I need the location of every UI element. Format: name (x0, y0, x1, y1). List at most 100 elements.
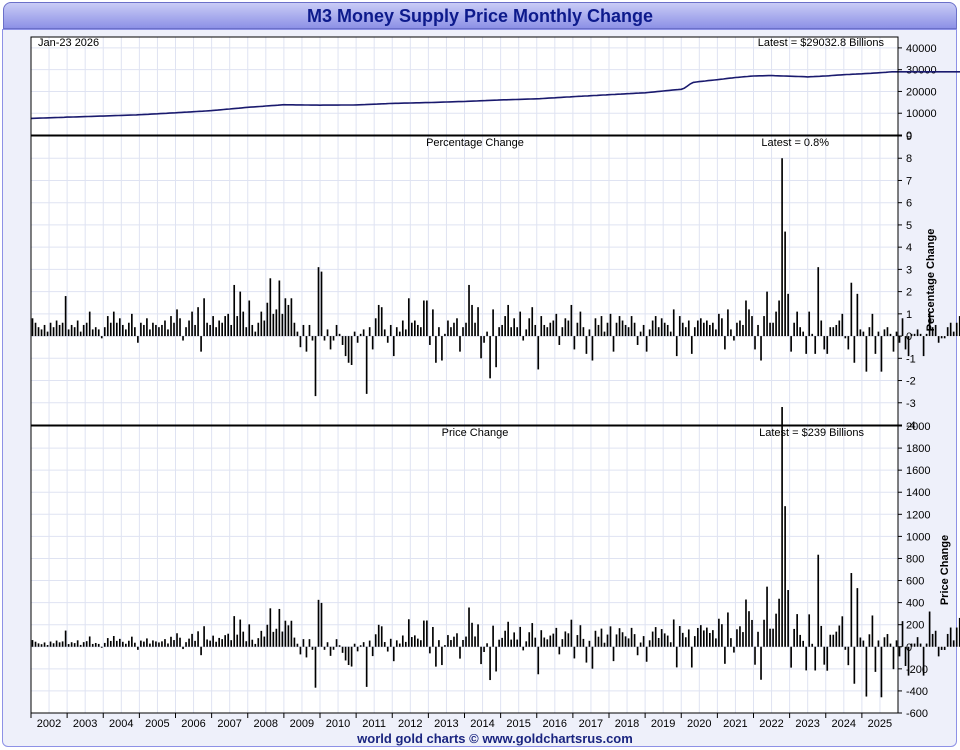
percentage-bar (781, 158, 783, 337)
price-bar (287, 625, 290, 647)
price-bar (534, 637, 537, 647)
percentage-bar (498, 327, 500, 337)
x-tick-label: 2008 (254, 718, 278, 730)
price-bar (549, 635, 552, 647)
percentage-bar (639, 331, 642, 337)
percentage-bar (495, 336, 497, 368)
percentage-bar (314, 336, 317, 397)
price-bar (730, 638, 732, 647)
price-bar (233, 616, 236, 647)
percentage-bar (302, 324, 305, 337)
percentage-bar (654, 316, 657, 337)
price-bar (615, 634, 618, 647)
percentage-bar (305, 336, 308, 352)
percentage-bar (883, 329, 886, 337)
percentage-bar (820, 320, 823, 337)
percentage-bar (465, 322, 467, 337)
price-bar (191, 633, 193, 647)
price-bar (323, 646, 326, 650)
price-bar (383, 642, 386, 647)
percentage-bar (606, 322, 609, 337)
price-bar (760, 646, 762, 680)
price-tick-label: 1600 (906, 465, 930, 477)
percentage-tick-label: 9 (906, 131, 912, 143)
price-bar (603, 642, 606, 647)
chart-title: M3 Money Supply Price Monthly Change (306, 6, 654, 26)
percentage-bar (182, 336, 184, 341)
price-bar (600, 628, 603, 647)
percentage-bar (507, 304, 509, 337)
percentage-bar (106, 316, 109, 337)
price-bar (868, 634, 871, 647)
percentage-bar (254, 331, 257, 337)
price-bar (546, 639, 549, 647)
price-bar (31, 640, 34, 647)
price-bar (654, 627, 657, 647)
price-bar (248, 624, 251, 647)
percentage-bar (407, 298, 410, 337)
percentage-bar (435, 336, 437, 363)
price-bar (847, 646, 850, 666)
percentage-bar (317, 267, 320, 337)
level-tick-label: 10000 (906, 108, 937, 120)
percentage-bar (817, 267, 820, 337)
price-bar (874, 646, 877, 672)
price-bar (495, 646, 497, 672)
price-bar (462, 639, 464, 647)
percentage-bar (558, 336, 561, 345)
price-latest-label: Latest = $239 Billions (759, 427, 864, 439)
percentage-axis-title: Percentage Change (925, 229, 937, 332)
price-bar (137, 646, 139, 650)
percentage-bar (344, 336, 347, 357)
percentage-bar (588, 329, 591, 337)
price-bar (272, 631, 275, 647)
percentage-bar (898, 336, 901, 343)
price-bar (850, 573, 853, 647)
price-bar (865, 646, 868, 697)
percentage-bar (410, 322, 413, 337)
percentage-bar (564, 318, 567, 337)
price-bar (417, 638, 419, 647)
percentage-bar (251, 324, 254, 337)
percentage-bar (573, 336, 576, 350)
price-bar (612, 646, 615, 662)
price-bar (555, 627, 558, 647)
price-bar (398, 643, 401, 647)
price-bar (34, 641, 37, 647)
price-bar (937, 646, 940, 657)
price-bar (239, 619, 242, 647)
percentage-bar (395, 327, 398, 337)
price-bar (97, 643, 100, 647)
price-bar (715, 638, 717, 647)
price-bar (432, 626, 434, 647)
price-bar (498, 639, 500, 647)
price-bar (52, 643, 55, 647)
percentage-tick-label: 7 (906, 175, 912, 187)
percentage-bar (203, 298, 205, 337)
percentage-bar (131, 313, 133, 337)
price-bar (754, 646, 756, 665)
percentage-bar (441, 336, 443, 361)
price-bar (266, 624, 269, 647)
x-tick-label: 2004 (109, 718, 133, 730)
price-bar (624, 636, 627, 647)
x-tick-label: 2002 (37, 718, 61, 730)
price-bar (332, 646, 335, 650)
price-bar (501, 637, 503, 647)
price-bar (410, 637, 413, 647)
price-bar (353, 643, 356, 647)
price-tick-label: 400 (906, 598, 924, 610)
percentage-bar (877, 331, 880, 337)
price-bar (883, 637, 886, 647)
percentage-bar (492, 309, 494, 337)
percentage-bar (158, 327, 160, 337)
percentage-bar (76, 320, 79, 337)
price-bar (254, 643, 257, 647)
price-bar (40, 644, 43, 647)
price-tick-label: -200 (906, 664, 928, 676)
footer-credit: world gold charts © www.goldchartsrus.co… (357, 731, 633, 746)
percentage-bar (799, 327, 801, 337)
percentage-bar (576, 322, 579, 337)
price-bar (49, 641, 52, 647)
